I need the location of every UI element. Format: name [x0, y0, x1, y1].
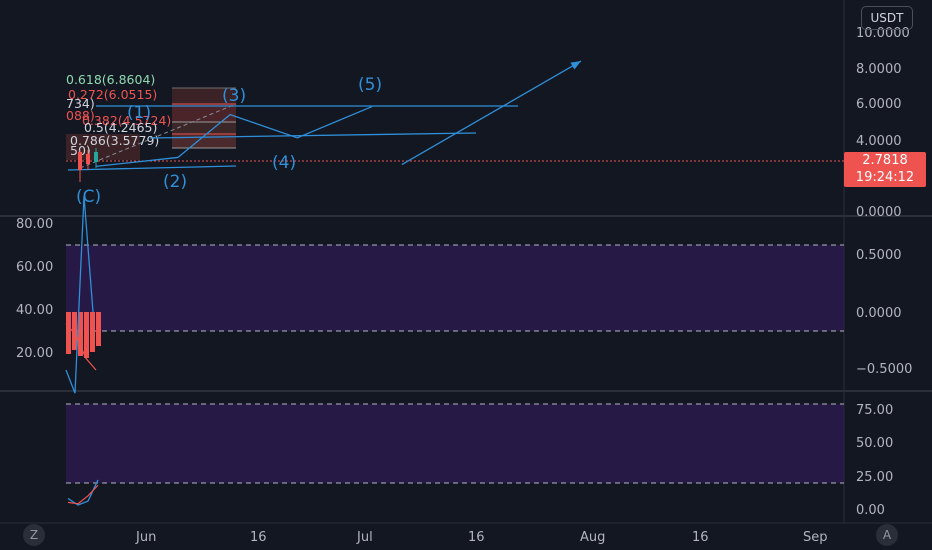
fib-label: 0.786(3.5779)	[70, 133, 159, 148]
oscillator-tick: 80.00	[16, 217, 53, 232]
time-tick: 16	[468, 530, 485, 545]
fib-label: 734)	[66, 96, 95, 111]
time-tick: 16	[692, 530, 709, 545]
fib-zone	[172, 104, 236, 122]
stochastic-lines	[67, 479, 99, 506]
fib-label: 0.618(6.8604)	[66, 72, 155, 87]
stochastic-tick: 25.00	[856, 470, 893, 485]
last-price-value: 2.7818	[862, 153, 908, 168]
time-tick: 16	[250, 530, 267, 545]
price-candles	[78, 148, 98, 182]
oscillator-lines	[65, 195, 97, 394]
wave-label-2: (2)	[163, 172, 187, 192]
oscillator-tick: 20.00	[16, 346, 53, 361]
price-y-axis: 10.0000 8.0000 6.0000 4.0000 0.0000	[856, 26, 910, 220]
stochastic-band	[66, 404, 844, 483]
zoom-reset-button[interactable]: Z	[23, 524, 45, 546]
last-price-label: 2.7818 19:24:12	[844, 152, 926, 187]
time-tick: Aug	[580, 530, 605, 545]
wave-label-3: (3)	[222, 86, 246, 106]
oscillator-line-red	[65, 323, 97, 371]
wave-label-4: (4)	[272, 153, 296, 173]
candle-body	[86, 154, 90, 164]
currency-selector[interactable]: USDT	[861, 6, 913, 30]
price-tick: 6.0000	[856, 97, 902, 112]
stochastic-tick: 75.00	[856, 403, 893, 418]
stochastic-tick: 50.00	[856, 436, 893, 451]
projection-arrowhead	[570, 61, 582, 70]
wave-label-5: (5)	[358, 75, 382, 95]
oscillator-tick: 0.0000	[856, 306, 902, 321]
fib-label: 0.5(4.2465)	[84, 120, 157, 135]
time-tick: Jul	[356, 530, 373, 545]
candle-body	[94, 152, 98, 162]
wave-labels: (1) (2) (3) (4) (5) (C)	[76, 75, 382, 207]
oscillator-histogram	[66, 312, 101, 358]
time-tick: Sep	[803, 530, 828, 545]
channel-line-upper	[149, 132, 477, 139]
fib-zone	[172, 88, 236, 104]
stochastic-y-axis: 75.00 50.00 25.00 0.00	[856, 403, 893, 518]
oscillator-tick: −0.5000	[856, 362, 912, 377]
fib-zone	[172, 122, 236, 134]
time-tick: Jun	[135, 530, 156, 545]
price-tick: 4.0000	[856, 134, 902, 149]
fib-label: 0.382(4.5724)	[82, 113, 171, 128]
channel-line-lower	[67, 165, 237, 171]
oscillator-y-axis-right: 0.5000 0.0000 −0.5000	[856, 248, 912, 377]
oscillator-tick: 60.00	[16, 260, 53, 275]
candle-body	[78, 152, 82, 170]
fib-label: 0.272(6.0515)	[68, 87, 157, 102]
oscillator-band	[66, 245, 844, 331]
trend-lines[interactable]	[67, 105, 518, 171]
wave-label-c: (C)	[76, 187, 101, 207]
elliott-wave[interactable]	[95, 60, 582, 168]
stochastic-tick: 0.00	[856, 503, 885, 518]
oscillator-line-blue	[65, 195, 94, 394]
histogram-bar	[78, 312, 83, 356]
wave-path	[95, 105, 373, 168]
stochastic-d-line	[67, 484, 99, 505]
bar-countdown: 19:24:12	[855, 170, 915, 185]
histogram-bar	[66, 312, 71, 354]
oscillator-tick: 0.5000	[856, 248, 902, 263]
histogram-bar	[96, 312, 101, 346]
histogram-bar	[72, 312, 77, 350]
price-tick: 0.0000	[856, 205, 902, 220]
fib-label: 088)	[66, 108, 95, 123]
histogram-bar	[84, 312, 89, 358]
oscillator-y-axis-left: 80.00 60.00 40.00 20.00	[16, 217, 53, 361]
auto-scale-button[interactable]: A	[876, 524, 898, 546]
wave-label-1: (1)	[127, 103, 151, 123]
histogram-bar	[90, 312, 95, 352]
oscillator-tick: 40.00	[16, 303, 53, 318]
time-axis: Jun 16 Jul 16 Aug 16 Sep	[135, 530, 828, 545]
projection-line	[401, 60, 582, 166]
fib-diagonal	[79, 103, 237, 169]
price-tick: 8.0000	[856, 62, 902, 77]
fib-labels: 0.618(6.8604) 0.272(6.0515) 734) 088) 0.…	[66, 72, 171, 158]
